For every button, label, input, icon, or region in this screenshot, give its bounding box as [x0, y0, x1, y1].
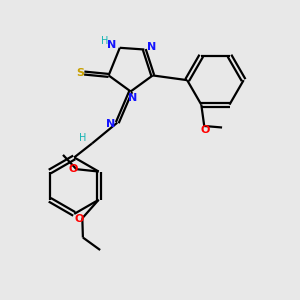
- Text: N: N: [128, 93, 137, 103]
- Text: N: N: [106, 119, 116, 129]
- Text: N: N: [147, 42, 156, 52]
- Text: O: O: [200, 125, 210, 135]
- Text: S: S: [77, 68, 85, 78]
- Text: O: O: [68, 164, 77, 174]
- Text: H: H: [101, 36, 109, 46]
- Text: N: N: [107, 40, 116, 50]
- Text: H: H: [80, 133, 87, 143]
- Text: O: O: [74, 214, 83, 224]
